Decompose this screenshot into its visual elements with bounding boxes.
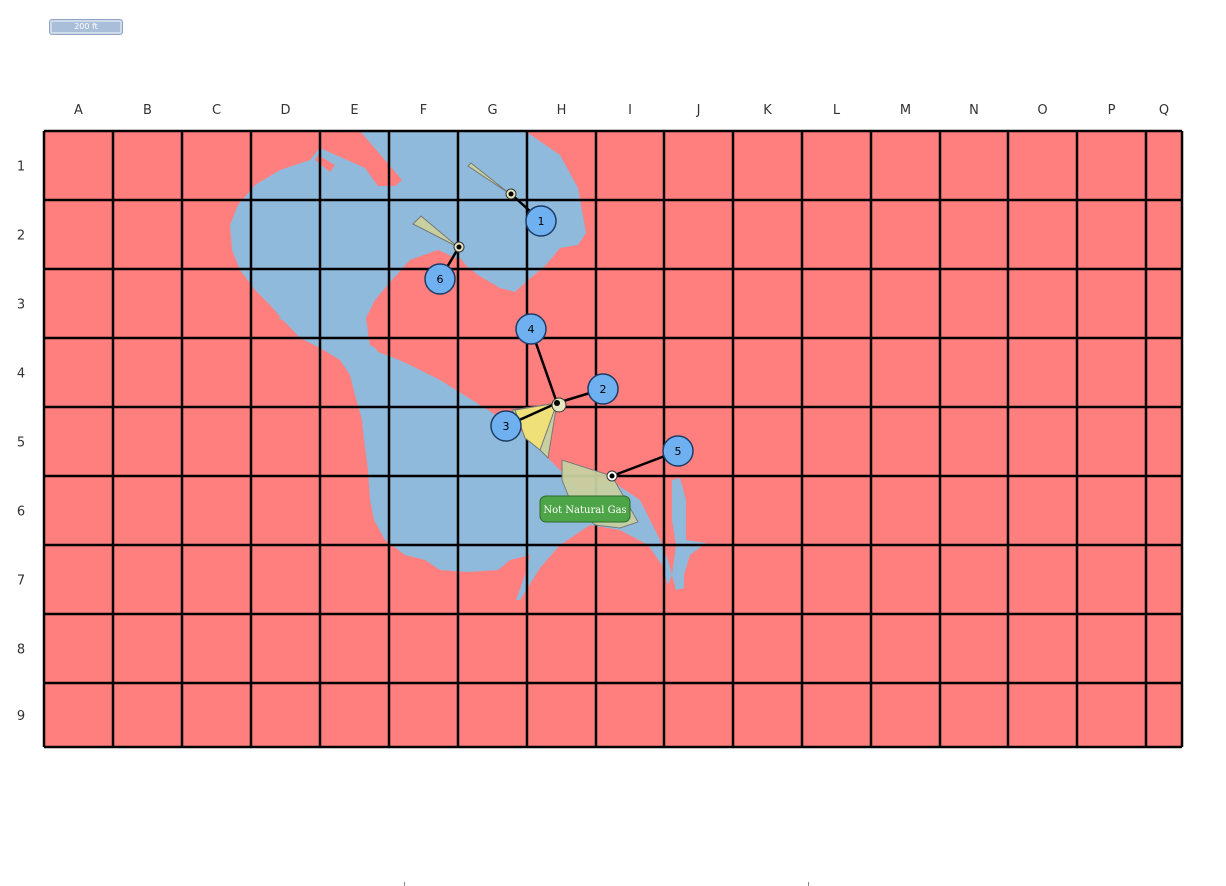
marker-6[interactable]: 6: [424, 263, 456, 295]
wedge-6: [412, 215, 459, 248]
column-label: O: [1037, 103, 1047, 118]
svg-text:5: 5: [675, 445, 682, 458]
row-label: 4: [17, 367, 25, 382]
water-body: [230, 131, 706, 600]
column-label: H: [557, 103, 567, 118]
row-label: 2: [17, 229, 25, 244]
column-label: N: [969, 103, 979, 118]
column-label: C: [212, 103, 221, 118]
column-label: A: [74, 103, 83, 118]
column-label: M: [900, 103, 911, 118]
svg-text:3: 3: [503, 420, 510, 433]
marker-4[interactable]: 4: [515, 313, 547, 345]
wedge-3-inner: [514, 402, 558, 451]
column-label: D: [280, 103, 290, 118]
marker-3[interactable]: 3: [490, 410, 522, 442]
svg-text:1: 1: [538, 215, 545, 228]
column-label: Q: [1159, 103, 1169, 118]
bottom-tick: [404, 882, 405, 886]
row-label: 9: [17, 709, 25, 724]
column-labels: A B C D E F G H I J K L M N O P Q: [74, 103, 1169, 118]
column-label: G: [487, 103, 497, 118]
anchor-points[interactable]: [453, 188, 618, 482]
column-label: E: [350, 103, 358, 118]
row-label: 6: [17, 505, 25, 520]
marker-2[interactable]: 2: [587, 373, 619, 405]
row-label: 3: [17, 298, 25, 313]
column-label: B: [143, 103, 152, 118]
column-label: P: [1108, 103, 1116, 118]
scale-bar: 200 ft: [49, 19, 123, 35]
column-label: I: [628, 103, 632, 118]
column-label: L: [833, 103, 841, 118]
row-label: 8: [17, 643, 25, 658]
marker-5[interactable]: 5: [662, 435, 694, 467]
column-label: F: [420, 103, 427, 118]
column-label: K: [763, 103, 772, 118]
row-label: 7: [17, 574, 25, 589]
svg-text:2: 2: [600, 383, 607, 396]
column-label: J: [696, 103, 701, 118]
svg-text:4: 4: [528, 323, 535, 336]
svg-text:Not Natural Gas: Not Natural Gas: [543, 505, 626, 516]
grid-lines: [42, 129, 1184, 749]
annotation-label[interactable]: Not Natural Gas: [539, 495, 631, 523]
row-label: 5: [17, 436, 25, 451]
row-labels: 1 2 3 4 5 6 7 8 9: [17, 160, 25, 725]
land-area: [44, 131, 1182, 747]
wedge-1: [467, 162, 511, 195]
marker-1[interactable]: 1: [525, 205, 557, 237]
row-label: 1: [17, 160, 25, 175]
svg-text:6: 6: [437, 273, 444, 286]
bottom-tick: [808, 882, 809, 886]
